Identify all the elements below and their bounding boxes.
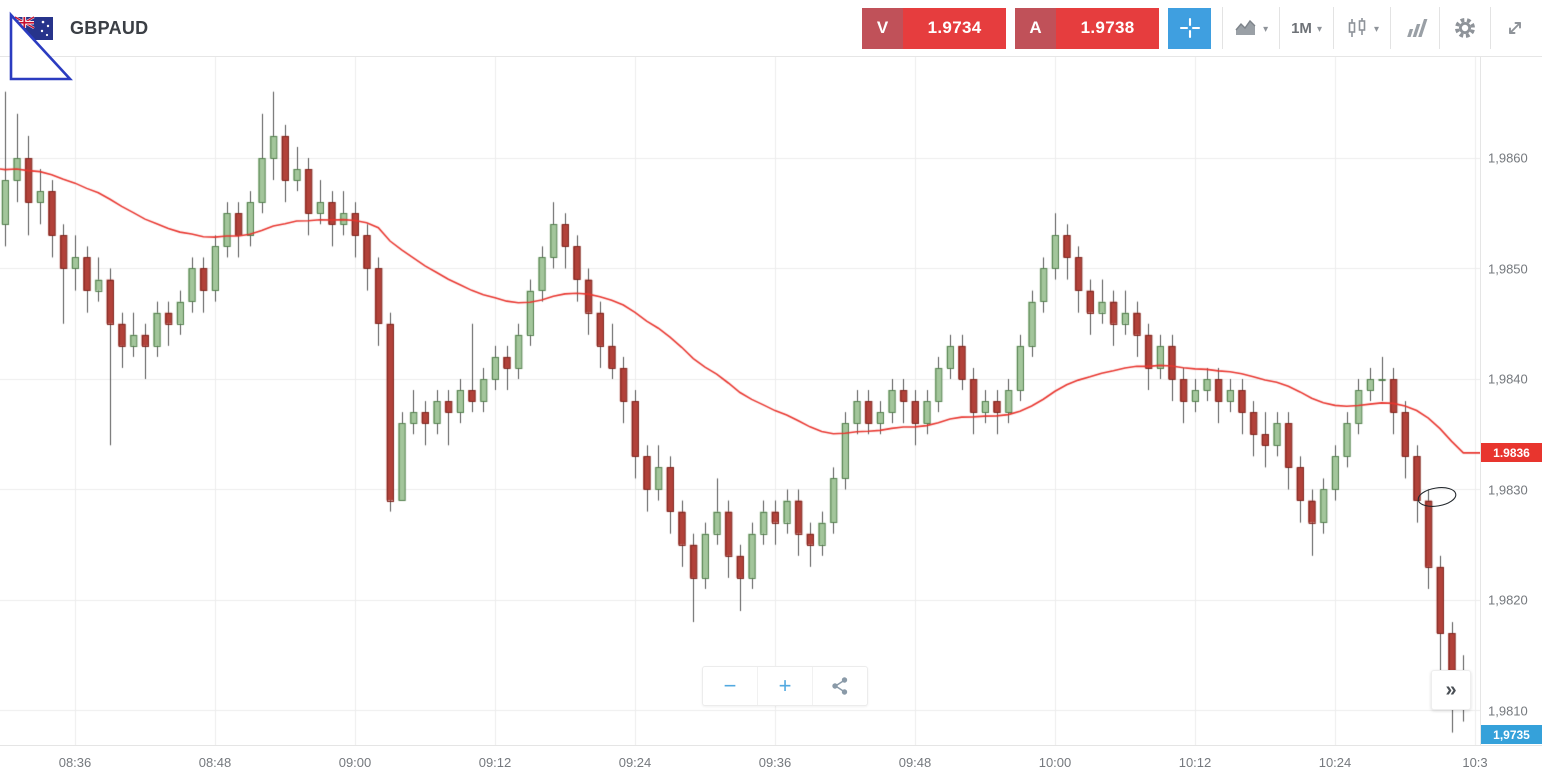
buy-price: 1.9738 xyxy=(1056,7,1160,49)
price-chart[interactable] xyxy=(0,57,1480,745)
skip-to-end-button[interactable]: » xyxy=(1431,670,1471,710)
market-depth-icon xyxy=(1407,19,1428,37)
timeframe-label: 1M xyxy=(1291,19,1312,37)
zoom-in-button[interactable]: + xyxy=(757,667,812,705)
fullscreen-icon xyxy=(1509,22,1521,34)
time-axis-label: 09:36 xyxy=(758,755,792,770)
toolbar-separator xyxy=(1390,7,1391,49)
settings-gear-icon xyxy=(1455,18,1475,38)
toolbar-separator xyxy=(1222,7,1224,49)
chart-zoom-controls: − + xyxy=(702,666,868,706)
candlestick-style-icon xyxy=(1348,18,1366,37)
ma-price-tag: 1.9836 xyxy=(1481,443,1542,463)
time-axis-label: 09:12 xyxy=(478,755,512,770)
time-axis-label: 10:12 xyxy=(1178,755,1212,770)
candle-style-dropdown[interactable]: ▾ xyxy=(1345,16,1379,40)
chevron-down-icon: ▾ xyxy=(1316,23,1322,35)
time-axis-label: 10:24 xyxy=(1318,755,1352,770)
toolbar-separator xyxy=(1332,7,1334,49)
toolbar-separator xyxy=(1439,7,1440,49)
zoom-out-button[interactable]: − xyxy=(723,673,737,698)
sell-price: 1.9734 xyxy=(903,7,1007,49)
time-axis-label: 09:24 xyxy=(618,755,652,770)
time-axis-label: 08:36 xyxy=(58,755,92,770)
buy-quote-button[interactable]: A 1.9738 xyxy=(1015,7,1160,49)
crosshair-icon xyxy=(1179,17,1200,39)
price-axis-label: 1,9810 xyxy=(1488,703,1528,718)
price-axis-label: 1,9830 xyxy=(1488,482,1528,497)
sell-label: V xyxy=(862,7,904,49)
price-axis-label: 1,9820 xyxy=(1488,592,1528,608)
price-axis-label: 1,9860 xyxy=(1488,150,1528,166)
chevron-down-icon: ▾ xyxy=(1263,23,1269,35)
time-axis-label: 09:48 xyxy=(898,755,932,770)
time-axis-label: 08:48 xyxy=(198,755,232,770)
time-axis-label: 10:00 xyxy=(1038,755,1072,770)
ellipse-annotation[interactable] xyxy=(1413,482,1461,512)
share-button[interactable] xyxy=(812,667,867,705)
bid-price-tag: 1,9735 xyxy=(1481,725,1542,744)
fullscreen-button[interactable] xyxy=(1502,15,1528,41)
triangle-annotation[interactable] xyxy=(6,9,78,85)
time-axis-label: 09:00 xyxy=(338,755,372,770)
market-depth-button[interactable] xyxy=(1402,16,1428,40)
sell-quote-button[interactable]: V 1.9734 xyxy=(862,7,1007,49)
symbol-title: GBPAUD xyxy=(70,17,149,38)
chart-type-dropdown[interactable]: ▾ xyxy=(1234,18,1268,38)
buy-label: A xyxy=(1015,7,1057,49)
top-toolbar: GBPAUD V 1.9734 A 1.9738 ▾ 1M ▾ xyxy=(0,0,1542,57)
settings-button[interactable] xyxy=(1451,14,1479,42)
time-axis-label: 10:3 xyxy=(1462,755,1488,770)
price-axis-label: 1,9840 xyxy=(1488,371,1528,387)
chart-type-icon xyxy=(1235,19,1256,35)
chevron-down-icon: ▾ xyxy=(1373,23,1379,35)
toolbar-separator xyxy=(1490,7,1491,49)
timeframe-dropdown[interactable]: 1M ▾ xyxy=(1291,20,1322,37)
price-axis[interactable]: 1,9860 1,9850 1,9840 1,9830 1,9820 1,9810 xyxy=(1480,57,1542,745)
share-icon xyxy=(832,677,848,695)
price-axis-label: 1,9850 xyxy=(1488,261,1528,276)
crosshair-tool-button[interactable] xyxy=(1168,7,1212,49)
time-axis[interactable]: 08:36 08:48 09:00 09:12 09:24 09:36 09:48 10:00… xyxy=(0,745,1542,781)
toolbar-separator xyxy=(1279,7,1281,49)
